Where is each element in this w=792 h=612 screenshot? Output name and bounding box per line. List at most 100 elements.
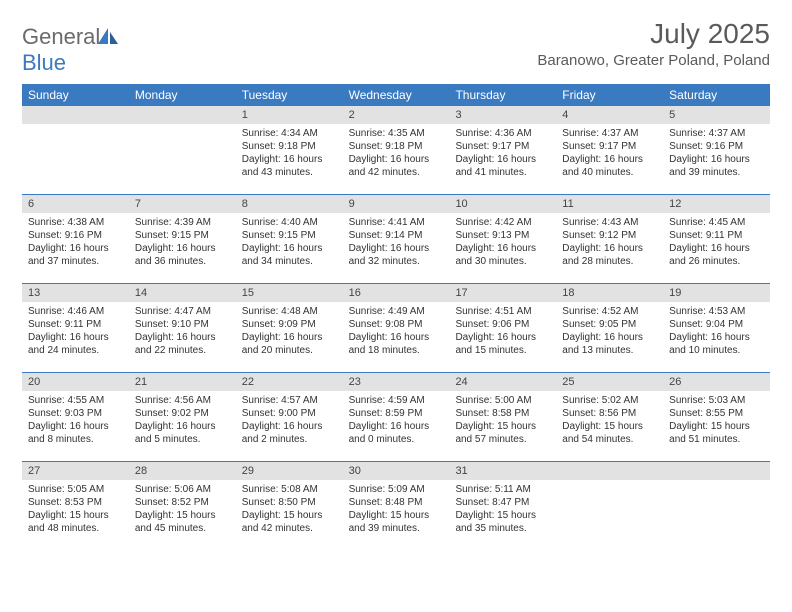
daylight-text: and 41 minutes. xyxy=(455,166,550,179)
sunset-text: Sunset: 9:15 PM xyxy=(242,229,337,242)
day-cell xyxy=(22,106,129,194)
day-number: 5 xyxy=(663,106,770,124)
daylight-text: Daylight: 16 hours xyxy=(669,153,764,166)
day-body: Sunrise: 4:45 AMSunset: 9:11 PMDaylight:… xyxy=(663,213,770,272)
day-body: Sunrise: 4:59 AMSunset: 8:59 PMDaylight:… xyxy=(343,391,450,450)
sunrise-text: Sunrise: 5:00 AM xyxy=(455,394,550,407)
header: General Blue July 2025 Baranowo, Greater… xyxy=(22,18,770,76)
sunset-text: Sunset: 9:11 PM xyxy=(28,318,123,331)
sunrise-text: Sunrise: 4:37 AM xyxy=(669,127,764,140)
day-number: 27 xyxy=(22,462,129,480)
daylight-text: Daylight: 16 hours xyxy=(455,153,550,166)
sunrise-text: Sunrise: 4:34 AM xyxy=(242,127,337,140)
sunset-text: Sunset: 8:47 PM xyxy=(455,496,550,509)
day-number: 4 xyxy=(556,106,663,124)
day-body: Sunrise: 4:36 AMSunset: 9:17 PMDaylight:… xyxy=(449,124,556,183)
sunset-text: Sunset: 9:18 PM xyxy=(242,140,337,153)
sunrise-text: Sunrise: 4:45 AM xyxy=(669,216,764,229)
sunrise-text: Sunrise: 4:47 AM xyxy=(135,305,230,318)
daylight-text: Daylight: 16 hours xyxy=(349,420,444,433)
daylight-text: Daylight: 16 hours xyxy=(562,331,657,344)
day-cell: 11Sunrise: 4:43 AMSunset: 9:12 PMDayligh… xyxy=(556,195,663,283)
sunset-text: Sunset: 8:58 PM xyxy=(455,407,550,420)
day-body: Sunrise: 4:57 AMSunset: 9:00 PMDaylight:… xyxy=(236,391,343,450)
sunrise-text: Sunrise: 4:36 AM xyxy=(455,127,550,140)
day-cell xyxy=(663,462,770,550)
month-title: July 2025 xyxy=(537,18,770,50)
day-number: 7 xyxy=(129,195,236,213)
daylight-text: and 28 minutes. xyxy=(562,255,657,268)
day-number: 25 xyxy=(556,373,663,391)
day-cell: 22Sunrise: 4:57 AMSunset: 9:00 PMDayligh… xyxy=(236,373,343,461)
sunset-text: Sunset: 8:48 PM xyxy=(349,496,444,509)
sunset-text: Sunset: 8:53 PM xyxy=(28,496,123,509)
day-number: 9 xyxy=(343,195,450,213)
sunset-text: Sunset: 8:50 PM xyxy=(242,496,337,509)
day-number: 10 xyxy=(449,195,556,213)
daylight-text: Daylight: 16 hours xyxy=(349,331,444,344)
day-cell: 16Sunrise: 4:49 AMSunset: 9:08 PMDayligh… xyxy=(343,284,450,372)
daylight-text: Daylight: 15 hours xyxy=(349,509,444,522)
day-cell: 20Sunrise: 4:55 AMSunset: 9:03 PMDayligh… xyxy=(22,373,129,461)
day-header: Thursday xyxy=(449,84,556,106)
day-body: Sunrise: 4:35 AMSunset: 9:18 PMDaylight:… xyxy=(343,124,450,183)
day-cell: 12Sunrise: 4:45 AMSunset: 9:11 PMDayligh… xyxy=(663,195,770,283)
day-number: 18 xyxy=(556,284,663,302)
day-number: 19 xyxy=(663,284,770,302)
day-number: 30 xyxy=(343,462,450,480)
sunset-text: Sunset: 9:16 PM xyxy=(669,140,764,153)
day-number: 6 xyxy=(22,195,129,213)
daylight-text: Daylight: 16 hours xyxy=(455,242,550,255)
daylight-text: and 10 minutes. xyxy=(669,344,764,357)
sunrise-text: Sunrise: 4:41 AM xyxy=(349,216,444,229)
day-cell xyxy=(129,106,236,194)
daylight-text: Daylight: 16 hours xyxy=(349,242,444,255)
day-header: Sunday xyxy=(22,84,129,106)
week-row: 20Sunrise: 4:55 AMSunset: 9:03 PMDayligh… xyxy=(22,372,770,461)
day-body: Sunrise: 4:55 AMSunset: 9:03 PMDaylight:… xyxy=(22,391,129,450)
sunrise-text: Sunrise: 5:02 AM xyxy=(562,394,657,407)
sunset-text: Sunset: 8:59 PM xyxy=(349,407,444,420)
daylight-text: Daylight: 15 hours xyxy=(669,420,764,433)
day-cell: 31Sunrise: 5:11 AMSunset: 8:47 PMDayligh… xyxy=(449,462,556,550)
day-body: Sunrise: 4:41 AMSunset: 9:14 PMDaylight:… xyxy=(343,213,450,272)
daylight-text: Daylight: 16 hours xyxy=(562,153,657,166)
day-body: Sunrise: 5:03 AMSunset: 8:55 PMDaylight:… xyxy=(663,391,770,450)
sunrise-text: Sunrise: 4:51 AM xyxy=(455,305,550,318)
day-number: 20 xyxy=(22,373,129,391)
day-cell: 18Sunrise: 4:52 AMSunset: 9:05 PMDayligh… xyxy=(556,284,663,372)
day-cell: 13Sunrise: 4:46 AMSunset: 9:11 PMDayligh… xyxy=(22,284,129,372)
daylight-text: Daylight: 16 hours xyxy=(28,331,123,344)
sunset-text: Sunset: 8:56 PM xyxy=(562,407,657,420)
day-number: 8 xyxy=(236,195,343,213)
day-cell: 17Sunrise: 4:51 AMSunset: 9:06 PMDayligh… xyxy=(449,284,556,372)
day-body: Sunrise: 5:02 AMSunset: 8:56 PMDaylight:… xyxy=(556,391,663,450)
daylight-text: and 42 minutes. xyxy=(242,522,337,535)
day-cell: 23Sunrise: 4:59 AMSunset: 8:59 PMDayligh… xyxy=(343,373,450,461)
daylight-text: and 5 minutes. xyxy=(135,433,230,446)
daylight-text: and 39 minutes. xyxy=(349,522,444,535)
daylight-text: and 22 minutes. xyxy=(135,344,230,357)
sunset-text: Sunset: 9:10 PM xyxy=(135,318,230,331)
week-row: 27Sunrise: 5:05 AMSunset: 8:53 PMDayligh… xyxy=(22,461,770,550)
daylight-text: and 40 minutes. xyxy=(562,166,657,179)
logo-part2: Blue xyxy=(22,50,66,75)
sunset-text: Sunset: 9:08 PM xyxy=(349,318,444,331)
day-cell: 6Sunrise: 4:38 AMSunset: 9:16 PMDaylight… xyxy=(22,195,129,283)
day-cell: 26Sunrise: 5:03 AMSunset: 8:55 PMDayligh… xyxy=(663,373,770,461)
day-body: Sunrise: 4:46 AMSunset: 9:11 PMDaylight:… xyxy=(22,302,129,361)
sunrise-text: Sunrise: 5:08 AM xyxy=(242,483,337,496)
daylight-text: and 20 minutes. xyxy=(242,344,337,357)
sunrise-text: Sunrise: 4:46 AM xyxy=(28,305,123,318)
daylight-text: and 57 minutes. xyxy=(455,433,550,446)
day-cell: 24Sunrise: 5:00 AMSunset: 8:58 PMDayligh… xyxy=(449,373,556,461)
day-body: Sunrise: 4:43 AMSunset: 9:12 PMDaylight:… xyxy=(556,213,663,272)
sunrise-text: Sunrise: 4:48 AM xyxy=(242,305,337,318)
day-body: Sunrise: 5:11 AMSunset: 8:47 PMDaylight:… xyxy=(449,480,556,539)
daylight-text: Daylight: 15 hours xyxy=(242,509,337,522)
sunset-text: Sunset: 9:09 PM xyxy=(242,318,337,331)
sunset-text: Sunset: 9:16 PM xyxy=(28,229,123,242)
day-header-row: Sunday Monday Tuesday Wednesday Thursday… xyxy=(22,84,770,106)
daylight-text: Daylight: 16 hours xyxy=(669,242,764,255)
sunset-text: Sunset: 9:11 PM xyxy=(669,229,764,242)
